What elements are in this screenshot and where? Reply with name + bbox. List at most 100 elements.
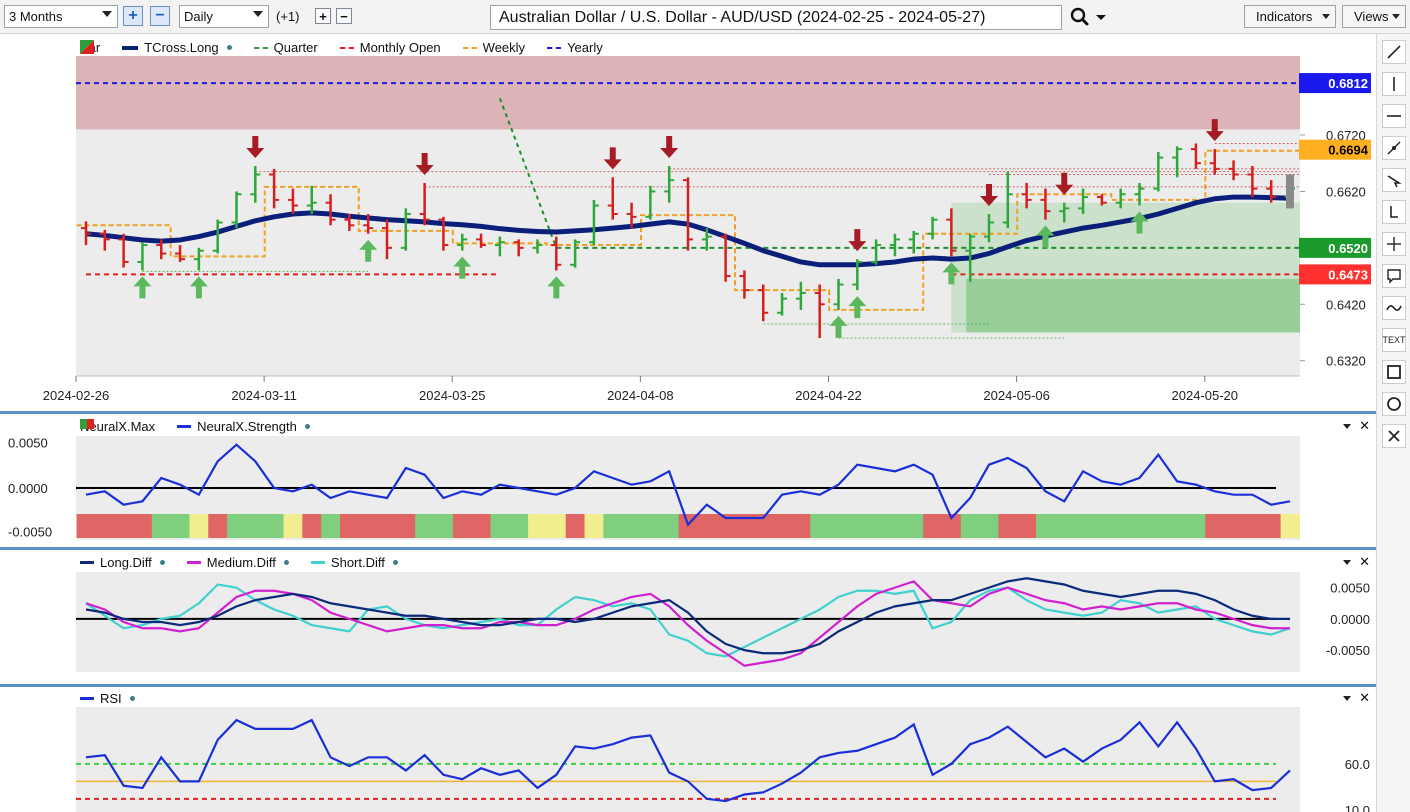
legend-bar[interactable]: Bar [80, 40, 100, 55]
collapse-icon[interactable] [1343, 559, 1352, 565]
y-tick-label: 0.6420 [1326, 297, 1366, 312]
neuralx-chart[interactable]: 0.0050 0.0000 -0.0050 [0, 414, 1376, 547]
legend-monthly-open[interactable]: Monthly Open [339, 40, 441, 55]
legend-long-diff[interactable]: Long.Diff [80, 555, 165, 570]
neuralx-max-block [1280, 514, 1300, 538]
close-tools-button[interactable] [1382, 424, 1406, 448]
dash-swatch-icon [547, 46, 562, 49]
legend-rsi[interactable]: RSI [80, 691, 135, 706]
neuralx-legend: NeuralX.Max NeuralX.Strength [80, 419, 310, 434]
neuralx-max-block [584, 514, 604, 538]
ohlc-bar [1096, 194, 1107, 206]
neuralx-max-block [904, 514, 924, 538]
arrow-icon [1387, 175, 1402, 188]
legend-yearly[interactable]: Yearly [547, 40, 603, 55]
indicators-button[interactable]: Indicators [1244, 5, 1336, 28]
ohlc-bar [795, 281, 806, 310]
rectangle-tool-button[interactable] [1382, 360, 1406, 384]
close-icon[interactable]: ✕ [1359, 418, 1370, 433]
neuralx-max-block [1111, 514, 1131, 538]
diff-panel[interactable]: 0.0050 0.0000 -0.0050 Long.Diff Medium.Dif… [0, 550, 1376, 684]
legend-label: Short.Diff [330, 555, 385, 570]
panel-separator[interactable] [0, 547, 1376, 550]
rsi-chart[interactable]: 60.0 10.0 [0, 687, 1376, 812]
price-label: 0.6812 [1328, 76, 1368, 91]
panel-separator[interactable] [0, 684, 1376, 687]
neuralx-max-block [208, 514, 228, 538]
rsi-panel[interactable]: 60.0 10.0 RSI ✕ [0, 687, 1376, 812]
legend-neuralx-strength[interactable]: NeuralX.Strength [177, 419, 310, 434]
wave-icon [1386, 305, 1402, 311]
ray-tool-button[interactable] [1382, 136, 1406, 160]
neuralx-max-block [114, 514, 134, 538]
y-tick-label: 0.0050 [1330, 581, 1370, 596]
collapse-icon[interactable] [1343, 423, 1352, 429]
collapse-icon[interactable] [1343, 695, 1352, 701]
legend-medium-diff[interactable]: Medium.Diff [186, 555, 289, 570]
ohlc-bar [588, 199, 599, 246]
neuralx-max-block [565, 514, 586, 538]
ohlc-bar [965, 233, 976, 282]
offset-increase-button[interactable]: + [315, 8, 331, 24]
neuralx-max-block [170, 514, 190, 538]
text-tool-button[interactable]: TEXT [1382, 328, 1406, 352]
line-tool-button[interactable] [1382, 40, 1406, 64]
offset-decrease-button[interactable]: − [336, 8, 352, 24]
price-chart[interactable]: 0.6720 0.6620 0.6420 0.6320 0.6812 0.6694 0.65… [0, 36, 1376, 412]
interval-select[interactable]: Daily [179, 5, 269, 28]
legend-weekly[interactable]: Weekly [462, 40, 525, 55]
horizontal-line-button[interactable] [1382, 104, 1406, 128]
fib-tool-button[interactable] [1382, 200, 1406, 224]
ohlc-bar [99, 229, 110, 251]
line-swatch-icon [186, 561, 201, 564]
close-icon[interactable]: ✕ [1359, 554, 1370, 569]
symbol-title-input[interactable]: Australian Dollar / U.S. Dollar - AUD/US… [490, 5, 1062, 30]
ohlc-bar [1059, 202, 1070, 223]
neuralx-max-block [659, 514, 680, 538]
ohlc-bar [1134, 182, 1145, 206]
neuralx-max-block [528, 514, 548, 538]
settings-dot-icon[interactable] [159, 560, 165, 565]
diff-legend: Long.Diff Medium.Diff Short.Diff [80, 555, 398, 570]
settings-dot-icon[interactable] [304, 424, 310, 429]
price-panel[interactable]: 0.6720 0.6620 0.6420 0.6320 0.6812 0.6694 0.65… [0, 36, 1376, 412]
close-icon[interactable]: ✕ [1359, 690, 1370, 705]
settings-dot-icon[interactable] [226, 45, 232, 50]
note-tool-button[interactable] [1382, 264, 1406, 288]
legend-quarter[interactable]: Quarter [253, 40, 318, 55]
diff-chart[interactable]: 0.0050 0.0000 -0.0050 [0, 550, 1376, 684]
ohlc-bar [1247, 166, 1258, 198]
settings-dot-icon[interactable] [392, 560, 398, 565]
search-button[interactable] [1068, 6, 1108, 28]
ohlc-bar [363, 214, 374, 234]
views-button[interactable]: Views [1342, 5, 1406, 28]
legend-tcross[interactable]: TCross.Long [122, 40, 232, 55]
fib-icon [1390, 206, 1398, 218]
x-tick-label: 2024-03-11 [231, 388, 297, 403]
settings-dot-icon[interactable] [283, 560, 289, 565]
ohlc-bar [607, 177, 618, 220]
legend-label: Monthly Open [359, 40, 441, 55]
ray-icon [1387, 141, 1401, 155]
zoom-out-button[interactable]: − [150, 6, 170, 26]
plot-background [76, 707, 1300, 812]
neuralx-max-block [1130, 514, 1150, 538]
crosshair-button[interactable] [1382, 232, 1406, 256]
neuralx-panel[interactable]: 0.0050 0.0000 -0.0050 NeuralX.Max NeuralX.… [0, 414, 1376, 547]
zoom-in-button[interactable]: + [123, 6, 143, 26]
y-tick-label: 0.0000 [8, 481, 48, 496]
ohlc-bar [306, 185, 317, 214]
vertical-line-button[interactable] [1382, 72, 1406, 96]
settings-dot-icon[interactable] [129, 696, 135, 701]
legend-short-diff[interactable]: Short.Diff [310, 555, 398, 570]
price-label-bg [1299, 237, 1371, 258]
arrow-tool-button[interactable] [1382, 168, 1406, 192]
neuralx-max-block [377, 514, 397, 538]
legend-label: Medium.Diff [206, 555, 276, 570]
panel-separator[interactable] [0, 411, 1376, 414]
legend-neuralx-max[interactable]: NeuralX.Max [80, 419, 155, 434]
wave-tool-button[interactable] [1382, 296, 1406, 320]
circle-tool-button[interactable] [1382, 392, 1406, 416]
ohlc-bar [1115, 188, 1126, 209]
range-select[interactable]: 3 Months [4, 5, 118, 28]
